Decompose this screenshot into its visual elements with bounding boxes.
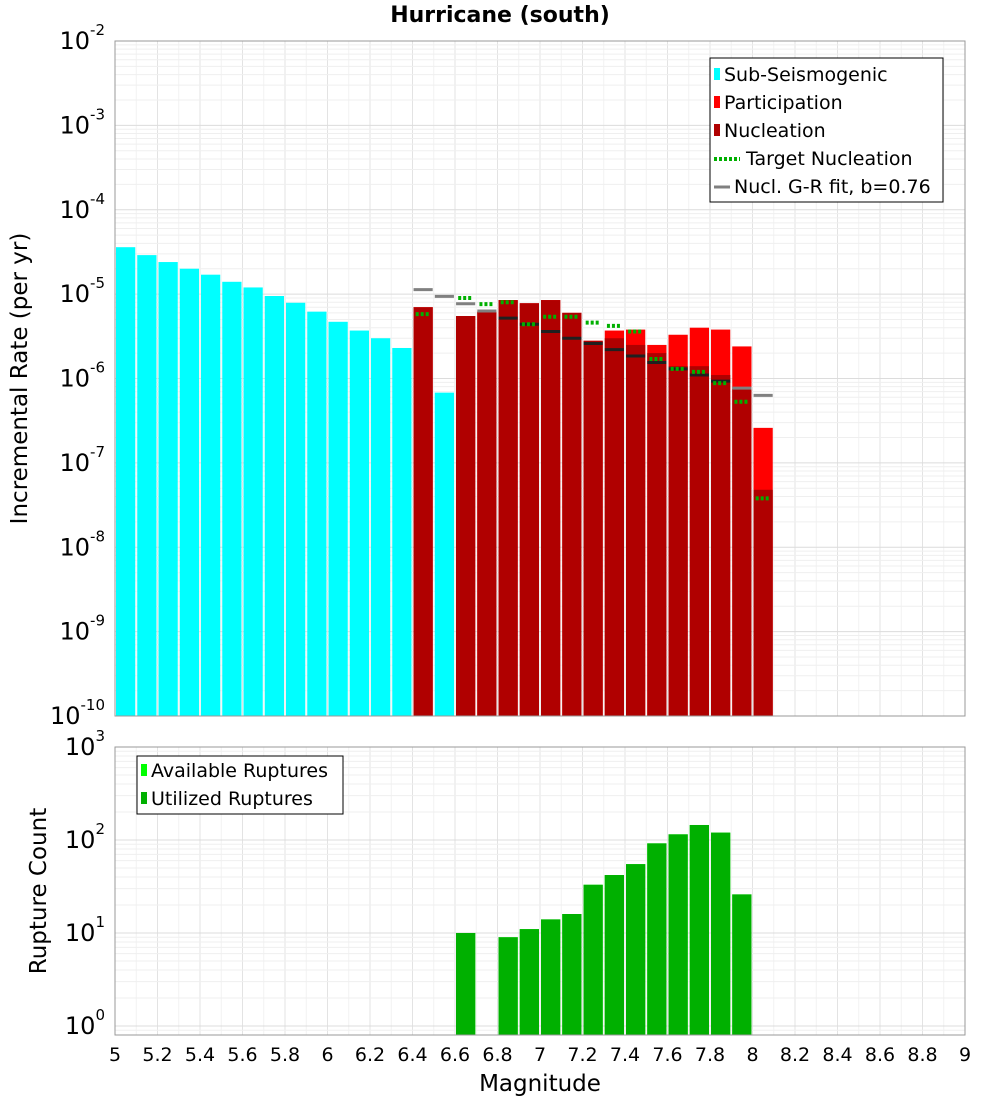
sub-seismogenic-bar xyxy=(434,392,454,716)
utilized-ruptures-bar xyxy=(647,843,667,1035)
nucleation-bar xyxy=(498,300,518,716)
sub-seismogenic-bar xyxy=(307,311,327,716)
utilized-ruptures-bar xyxy=(456,932,476,1035)
y-axis-label: Rupture Count xyxy=(26,808,52,974)
nucleation-bar xyxy=(541,300,561,716)
p1-y-tick-label: 10-6 xyxy=(59,359,105,393)
nucleation-bar xyxy=(647,353,667,716)
x-tick-label: 7.8 xyxy=(695,1044,725,1066)
p2-frame xyxy=(114,746,966,1036)
sub-seismogenic-bar xyxy=(328,321,348,716)
sub-seismogenic-bar xyxy=(158,262,178,716)
legend-label: Nucl. G-R fit, b=0.76 xyxy=(734,176,931,198)
x-tick-label: 5.8 xyxy=(270,1044,300,1066)
x-axis-label: Magnitude xyxy=(479,1071,601,1097)
p1-y-tick-label: 10-8 xyxy=(59,527,105,561)
nucleation-bar xyxy=(562,312,582,716)
x-tick-label: 8.6 xyxy=(865,1044,895,1066)
x-tick-label: 5.6 xyxy=(227,1044,257,1066)
legend-label: Participation xyxy=(724,92,843,114)
nucleation-bar xyxy=(711,375,731,716)
utilized-ruptures-bar xyxy=(519,929,539,1035)
chart-title: Hurricane (south) xyxy=(390,3,610,28)
p2-y-tick-label: 101 xyxy=(65,913,105,947)
p1-y-tick-label: 10-10 xyxy=(50,696,105,730)
nucleation-bar xyxy=(689,366,709,716)
utilized-ruptures-bar xyxy=(498,937,518,1035)
nucleation-bar xyxy=(583,340,603,716)
x-tick-label: 7.2 xyxy=(567,1044,597,1066)
p2-y-tick-label: 102 xyxy=(65,820,105,854)
utilized-ruptures-bar xyxy=(711,832,731,1035)
nucleation-bar xyxy=(456,316,476,716)
p1-y-tick-label: 10-3 xyxy=(59,105,105,139)
x-tick-label: 6.6 xyxy=(440,1044,470,1066)
sub-seismogenic-bar xyxy=(264,296,284,716)
x-tick-label: 5 xyxy=(109,1044,121,1066)
sub-seismogenic-bar xyxy=(286,302,306,716)
legend-label: Utilized Ruptures xyxy=(151,788,313,810)
legend-swatch xyxy=(714,124,720,136)
nucleation-bar xyxy=(732,389,752,716)
nucleation-bar xyxy=(519,303,539,716)
sub-seismogenic-bar xyxy=(201,274,221,716)
x-tick-label: 7.6 xyxy=(652,1044,682,1066)
nucleation-bar xyxy=(668,366,688,716)
x-tick-label: 8 xyxy=(746,1044,758,1066)
nucleation-bar xyxy=(477,311,497,716)
p1-y-tick-label: 10-5 xyxy=(59,274,105,308)
sub-seismogenic-bar xyxy=(222,281,242,716)
x-tick-label: 5.2 xyxy=(142,1044,172,1066)
p2-y-tick-label: 100 xyxy=(65,1006,105,1040)
utilized-ruptures-bar xyxy=(689,824,709,1035)
sub-seismogenic-bar xyxy=(243,287,263,716)
x-tick-label: 7.4 xyxy=(610,1044,640,1066)
utilized-ruptures-bar xyxy=(626,864,646,1035)
x-tick-label: 6 xyxy=(321,1044,333,1066)
x-tick-label: 8.2 xyxy=(780,1044,810,1066)
legend-swatch xyxy=(141,792,147,804)
legend-swatch xyxy=(714,68,720,80)
sub-seismogenic-bar xyxy=(179,268,199,716)
x-tick-label: 6.8 xyxy=(482,1044,512,1066)
nucleation-bar xyxy=(413,307,433,716)
legend-label: Nucleation xyxy=(724,120,826,142)
sub-seismogenic-bar xyxy=(371,338,391,716)
utilized-ruptures-bar xyxy=(668,834,688,1035)
legend-label: Available Ruptures xyxy=(151,760,328,782)
x-tick-label: 5.4 xyxy=(185,1044,215,1066)
legend-swatch xyxy=(714,96,720,108)
p2-y-tick-label: 103 xyxy=(65,727,105,761)
utilized-ruptures-bar xyxy=(583,884,603,1035)
p1-frame xyxy=(114,40,966,717)
p1-y-tick-label: 10-9 xyxy=(59,612,105,646)
utilized-ruptures-bar xyxy=(541,919,561,1035)
legend-label: Sub-Seismogenic xyxy=(724,64,888,86)
sub-seismogenic-bar xyxy=(137,255,157,716)
legend-box xyxy=(709,57,944,203)
legend-swatch xyxy=(141,764,147,776)
p1-y-tick-label: 10-7 xyxy=(59,443,105,477)
legend-label: Target Nucleation xyxy=(745,148,913,170)
x-tick-label: 6.4 xyxy=(397,1044,427,1066)
nucleation-bar xyxy=(753,489,773,716)
x-tick-label: 8.8 xyxy=(907,1044,937,1066)
nucleation-bar xyxy=(604,338,624,716)
x-tick-label: 6.2 xyxy=(355,1044,385,1066)
x-tick-label: 8.4 xyxy=(822,1044,852,1066)
utilized-ruptures-bar xyxy=(604,875,624,1035)
y-axis-label: Incremental Rate (per yr) xyxy=(7,233,33,525)
p1-y-tick-label: 10-2 xyxy=(59,21,105,55)
x-tick-label: 9 xyxy=(959,1044,971,1066)
p1-y-tick-label: 10-4 xyxy=(59,190,105,224)
x-tick-label: 7 xyxy=(534,1044,546,1066)
nucleation-bar xyxy=(626,344,646,716)
utilized-ruptures-bar xyxy=(732,894,752,1035)
sub-seismogenic-bar xyxy=(116,247,136,716)
sub-seismogenic-bar xyxy=(392,347,412,716)
sub-seismogenic-bar xyxy=(349,330,369,716)
utilized-ruptures-bar xyxy=(562,914,582,1035)
legend-box xyxy=(136,755,344,815)
